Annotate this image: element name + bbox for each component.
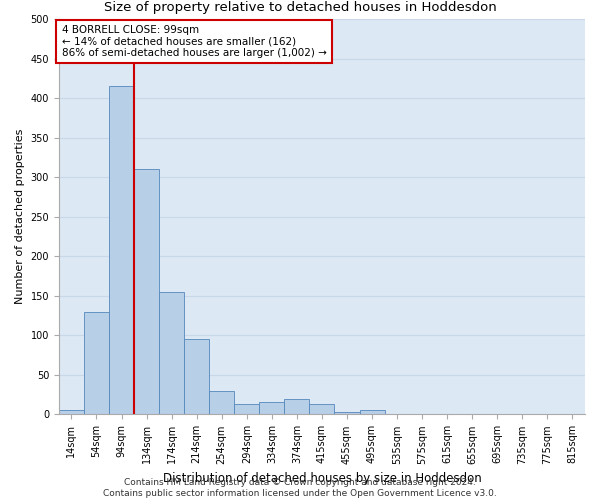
Text: Size of property relative to detached houses in Hoddesdon: Size of property relative to detached ho… (104, 1, 496, 14)
Bar (84, 312, 109, 414)
Bar (184, 340, 209, 414)
Y-axis label: Number of detached properties: Number of detached properties (15, 129, 25, 304)
Bar (234, 404, 259, 414)
Bar (310, 404, 334, 414)
Bar (259, 402, 284, 414)
Bar (209, 390, 234, 414)
Bar (134, 170, 159, 414)
Text: 4 BORRELL CLOSE: 99sqm
← 14% of detached houses are smaller (162)
86% of semi-de: 4 BORRELL CLOSE: 99sqm ← 14% of detached… (62, 25, 326, 58)
Bar (334, 412, 359, 414)
Bar (284, 398, 310, 414)
Bar (109, 86, 134, 414)
Text: Contains HM Land Registry data © Crown copyright and database right 2024.
Contai: Contains HM Land Registry data © Crown c… (103, 478, 497, 498)
Bar (159, 292, 184, 414)
Bar (59, 410, 84, 414)
Bar (359, 410, 385, 414)
X-axis label: Distribution of detached houses by size in Hoddesdon: Distribution of detached houses by size … (163, 472, 481, 485)
